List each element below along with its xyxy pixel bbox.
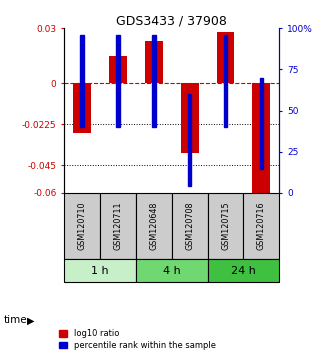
Text: 24 h: 24 h: [231, 266, 256, 275]
Bar: [152, 35, 156, 127]
Text: GSM120648: GSM120648: [149, 201, 158, 250]
Bar: [73, 83, 91, 132]
Bar: [243, 193, 279, 259]
Bar: [64, 193, 100, 259]
Text: GSM120715: GSM120715: [221, 201, 230, 250]
Bar: [172, 193, 208, 259]
Bar: [208, 259, 279, 282]
Text: 4 h: 4 h: [163, 266, 181, 275]
Bar: [145, 41, 163, 83]
Bar: [217, 32, 234, 83]
Text: GSM120711: GSM120711: [113, 201, 123, 250]
Bar: [208, 193, 243, 259]
Text: GSM120716: GSM120716: [257, 201, 266, 250]
Bar: [64, 259, 136, 282]
Legend: log10 ratio, percentile rank within the sample: log10 ratio, percentile rank within the …: [59, 329, 216, 350]
Text: ▶: ▶: [27, 315, 35, 325]
Bar: [252, 83, 270, 198]
Bar: [188, 95, 191, 186]
Title: GDS3433 / 37908: GDS3433 / 37908: [116, 14, 227, 27]
Text: GSM120708: GSM120708: [185, 201, 194, 250]
Bar: [181, 83, 199, 153]
Text: time: time: [3, 315, 27, 325]
Bar: [109, 56, 127, 83]
Bar: [224, 35, 227, 127]
Bar: [80, 35, 84, 127]
Bar: [260, 78, 263, 170]
Bar: [136, 193, 172, 259]
Bar: [100, 193, 136, 259]
Bar: [136, 259, 208, 282]
Text: GSM120710: GSM120710: [78, 201, 87, 250]
Bar: [116, 35, 120, 127]
Text: 1 h: 1 h: [91, 266, 109, 275]
